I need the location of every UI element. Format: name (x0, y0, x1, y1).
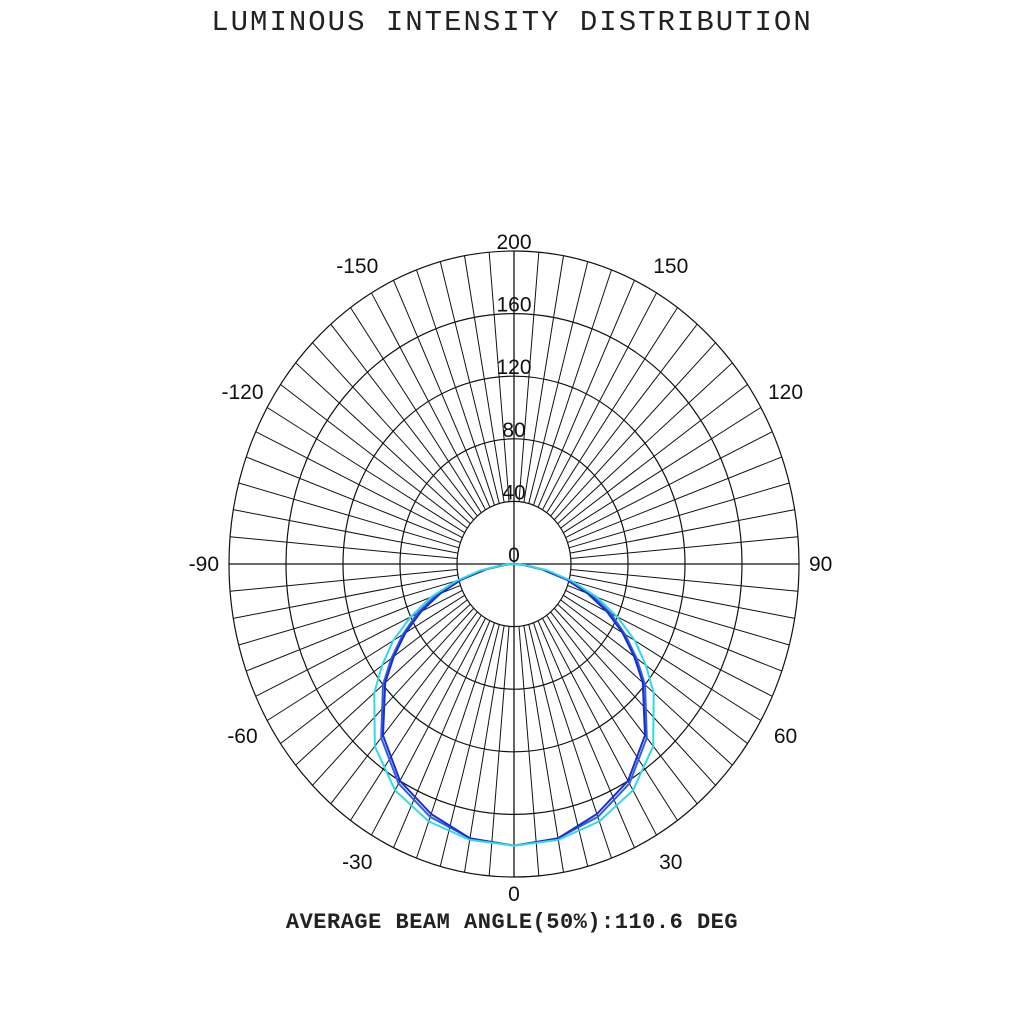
series-curve-3 (373, 563, 655, 847)
chart-title: LUMINOUS INTENSITY DISTRIBUTION (211, 6, 813, 39)
grid-spoke (439, 261, 500, 504)
grid-spoke (233, 509, 458, 554)
grid-spoke (537, 280, 635, 508)
grid-spoke (570, 536, 798, 560)
axis-labels: 0 40 80 120 160 200 0 30 60 90 120 150 -30 -60 -90 -120… (189, 231, 833, 906)
angle-label: -120 (221, 381, 263, 404)
grid-spoke (312, 342, 475, 521)
angle-label: 0 (508, 883, 520, 906)
angle-label: -150 (336, 255, 378, 278)
angle-label: 120 (768, 381, 803, 404)
grid-spoke (550, 323, 698, 517)
grid-spoke (546, 615, 678, 821)
grid-spoke (523, 255, 564, 503)
grid-spoke (393, 620, 491, 848)
radial-tick-label: 0 (508, 544, 520, 567)
grid-spoke (570, 574, 795, 619)
angle-label: 150 (653, 255, 688, 278)
grid-spoke (546, 307, 678, 513)
grid-spoke (570, 568, 798, 592)
grid-spoke (416, 269, 495, 506)
grid-spoke (266, 407, 465, 534)
grid-spoke (295, 362, 471, 525)
angle-label: -30 (342, 851, 372, 874)
grid-spoke (280, 599, 468, 744)
grid-spoke (280, 384, 468, 529)
grid-spoke (464, 625, 505, 873)
grid-spoke (563, 407, 762, 534)
angle-label: 30 (659, 851, 682, 874)
polar-grid (228, 250, 800, 878)
grid-spoke (246, 584, 461, 672)
grid-spoke (553, 342, 716, 521)
grid-spoke (542, 617, 657, 836)
radial-tick-label: 40 (502, 481, 525, 504)
grid-spoke (238, 579, 460, 646)
grid-spoke (565, 431, 773, 538)
grid-spoke (550, 611, 698, 805)
grid-spoke (330, 323, 478, 517)
grid-spoke (371, 292, 486, 511)
grid-spoke (238, 482, 460, 549)
grid-spoke (488, 626, 510, 876)
grid-spoke (246, 456, 461, 544)
grid-spoke (350, 307, 482, 513)
grid-spoke (560, 599, 748, 744)
series-layer (373, 563, 655, 847)
grid-spoke (255, 431, 463, 538)
radial-tick-label: 80 (502, 419, 525, 442)
grid-spoke (567, 456, 782, 544)
grid-spoke (350, 615, 482, 821)
grid-spoke (416, 622, 495, 859)
grid-spoke (560, 384, 748, 529)
grid-spoke (488, 252, 510, 502)
grid-spoke (533, 269, 612, 506)
beam-angle-note: AVERAGE BEAM ANGLE(50%):110.6 DEG (285, 910, 739, 935)
grid-spoke (233, 574, 458, 619)
grid-spoke (312, 607, 475, 786)
grid-spoke (563, 594, 762, 721)
radial-tick-label: 120 (496, 356, 531, 379)
grid-spoke (464, 255, 505, 503)
grid-spoke (542, 292, 657, 511)
grid-spoke (266, 594, 465, 721)
grid-spoke (553, 607, 716, 786)
grid-spoke (523, 625, 564, 873)
grid-spoke (330, 611, 478, 805)
angle-label: 90 (809, 553, 832, 576)
grid-spoke (568, 579, 790, 646)
grid-spoke (537, 620, 635, 848)
grid-spoke (565, 590, 773, 697)
grid-spoke (528, 261, 589, 504)
grid-spoke (557, 362, 733, 525)
grid-spoke (393, 280, 491, 508)
grid-spoke (230, 568, 458, 592)
radial-tick-label: 200 (496, 231, 531, 254)
grid-spoke (255, 590, 463, 697)
grid-spoke (568, 482, 790, 549)
grid-spoke (570, 509, 795, 554)
grid-spoke (230, 536, 458, 560)
grid-spoke (533, 622, 612, 859)
angle-label: 60 (774, 725, 797, 748)
angle-label: -60 (227, 725, 257, 748)
angle-label: -90 (189, 553, 219, 576)
grid-spoke (567, 584, 782, 672)
grid-spoke (371, 617, 486, 836)
radial-tick-label: 160 (496, 294, 531, 317)
grid-spoke (518, 626, 540, 876)
grid-spoke (518, 252, 540, 502)
